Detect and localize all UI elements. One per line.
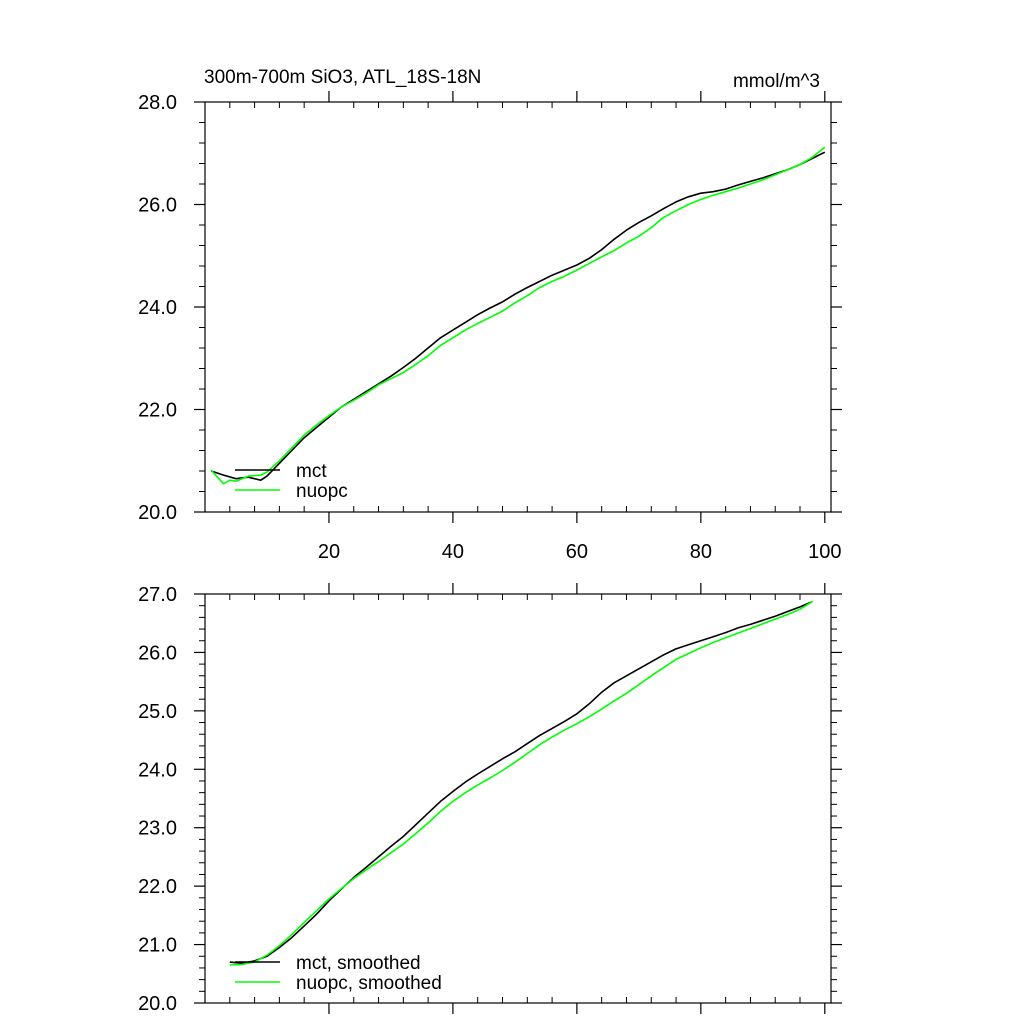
x-tick-label: 100 — [808, 541, 841, 563]
y-tick-label: 20.0 — [138, 502, 177, 524]
y-tick-label: 26.0 — [138, 642, 177, 664]
y-tick-label: 27.0 — [138, 584, 177, 606]
y-tick-label: 20.0 — [138, 993, 177, 1015]
series-line-nuopc — [229, 600, 813, 966]
legend-label: mct, smoothed — [296, 953, 421, 974]
y-tick-label: 24.0 — [138, 297, 177, 319]
series-line-nuopc — [210, 146, 826, 485]
x-tick-label: 80 — [690, 541, 712, 563]
units-label: mmol/m^3 — [733, 71, 820, 92]
x-tick-label: 20 — [318, 541, 340, 563]
y-tick-label: 22.0 — [138, 876, 177, 898]
y-tick-label: 23.0 — [138, 818, 177, 840]
y-tick-label: 22.0 — [138, 400, 177, 422]
y-tick-label: 28.0 — [138, 92, 177, 114]
plot-frame — [204, 593, 832, 1004]
y-tick-label: 21.0 — [138, 935, 177, 957]
series-line-mct — [210, 151, 826, 482]
chart-title: 300m-700m SiO3, ATL_18S-18N — [204, 67, 481, 88]
y-tick-label: 26.0 — [138, 195, 177, 217]
bottom-panel: 20.0 21.0 22.0 23.0 24.0 25.0 26.0 27.0 mct, smo… — [138, 583, 842, 1015]
legend-label: mct — [296, 461, 327, 482]
x-tick-label: 60 — [566, 541, 588, 563]
plot-frame — [204, 101, 832, 513]
y-tick-label: 24.0 — [138, 759, 177, 781]
legend-label: nuopc — [296, 481, 348, 502]
legend-label: nuopc, smoothed — [296, 973, 442, 994]
x-tick-label: 40 — [442, 541, 464, 563]
series-line-mct — [229, 600, 813, 965]
y-tick-label: 25.0 — [138, 701, 177, 723]
